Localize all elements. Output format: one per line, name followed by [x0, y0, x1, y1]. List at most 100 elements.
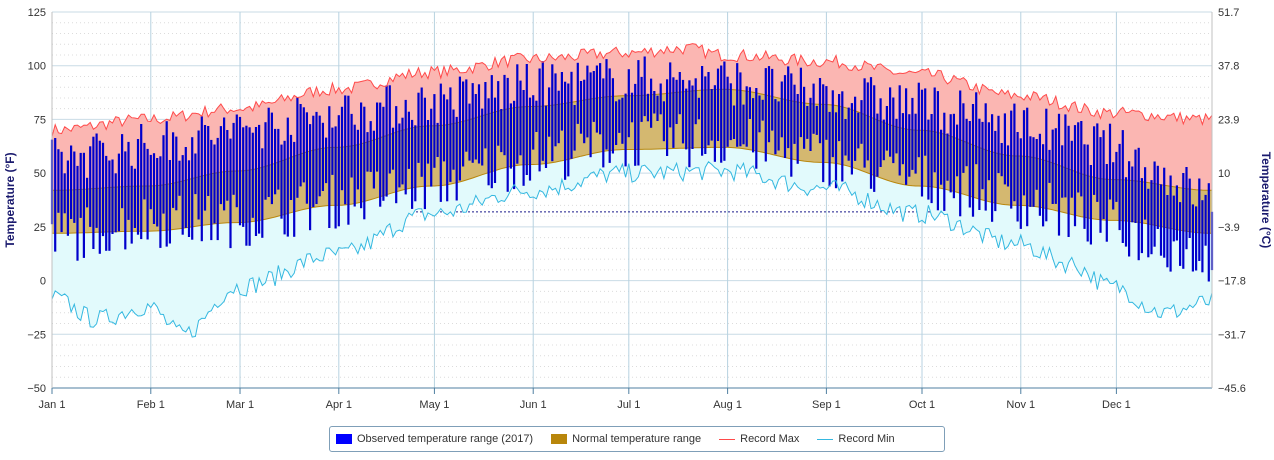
observed-range-bar [426, 120, 430, 164]
observed-range-bar [274, 128, 277, 195]
observed-range-bar [701, 66, 704, 156]
observed-range-bar [229, 138, 232, 249]
observed-range-bar [605, 59, 608, 150]
observed-range-bar [860, 100, 863, 144]
observed-range-bar [608, 68, 611, 163]
observed-range-bar [943, 112, 946, 211]
observed-range-bar [1198, 178, 1201, 261]
observed-range-bar [1089, 165, 1092, 245]
observed-range-bar [1207, 183, 1210, 282]
observed-range-bar [1042, 144, 1045, 227]
observed-range-bar [1035, 139, 1038, 190]
y-axis-right-title: Temperature (°C) [1259, 152, 1273, 249]
observed-range-bar [439, 83, 442, 202]
observed-range-bar [175, 136, 178, 211]
observed-range-bar [449, 87, 452, 182]
x-tick-label: May 1 [419, 399, 449, 411]
observed-range-bar [509, 103, 512, 169]
observed-range-bar [522, 90, 525, 186]
observed-range-bar [745, 86, 748, 147]
observed-range-bar [767, 66, 771, 143]
observed-range-bar [462, 81, 465, 167]
observed-range-bar [551, 64, 554, 162]
observed-range-bar [136, 139, 140, 235]
observed-range-bar [70, 145, 73, 219]
observed-range-bar [554, 73, 557, 147]
observed-range-bar [187, 160, 191, 237]
observed-range-bar [713, 85, 716, 162]
observed-range-bar [981, 121, 984, 190]
x-tick-label: Apr 1 [326, 399, 352, 411]
observed-range-bar [149, 154, 152, 210]
observed-range-bar [930, 114, 933, 204]
observed-range-bar [270, 112, 273, 205]
x-tick-label: Jan 1 [39, 399, 66, 411]
observed-range-bar [73, 151, 76, 223]
observed-bars [50, 56, 1214, 282]
observed-range-bar [987, 122, 990, 181]
legend-item-record-max[interactable]: Record Max [719, 433, 799, 445]
observed-range-bar [634, 83, 637, 166]
observed-range-bar [691, 85, 694, 149]
observed-range-bar [975, 92, 978, 165]
observed-range-bar [599, 63, 602, 135]
observed-range-bar [318, 115, 321, 197]
legend-item-observed[interactable]: Observed temperature range (2017) [336, 433, 533, 445]
observed-range-bar [1073, 125, 1077, 227]
observed-range-bar [242, 127, 245, 227]
observed-range-bar [589, 72, 592, 158]
observed-range-bar [662, 101, 665, 142]
observed-range-bar [646, 93, 649, 122]
observed-range-bar [414, 125, 417, 202]
observed-range-bar [914, 113, 917, 174]
observed-range-bar [1003, 113, 1006, 185]
observed-range-bar [340, 106, 344, 191]
observed-range-bar [223, 117, 226, 211]
observed-range-bar [1140, 178, 1143, 254]
observed-range-bar [238, 116, 242, 226]
observed-range-bar [245, 125, 248, 246]
observed-range-bar [716, 68, 720, 141]
observed-range-bar [799, 67, 802, 138]
observed-range-bar [586, 65, 589, 138]
observed-range-bar [570, 71, 573, 159]
observed-range-bar [818, 78, 822, 144]
observed-range-bar [471, 83, 474, 163]
observed-range-bar [283, 140, 286, 235]
observed-range-bar [685, 88, 688, 150]
observed-range-bar [783, 75, 787, 158]
observed-range-bar [162, 135, 165, 214]
observed-range-bar [1128, 161, 1131, 257]
observed-range-bar [911, 97, 914, 170]
observed-range-bar [803, 86, 806, 149]
observed-range-bar [347, 95, 350, 225]
observed-range-bar [844, 119, 847, 156]
observed-range-bar [101, 142, 105, 237]
observed-range-bar [191, 137, 194, 240]
observed-range-bar [1000, 143, 1003, 177]
observed-range-bar [506, 77, 509, 192]
observed-range-bar [637, 60, 640, 166]
observed-range-bar [885, 106, 888, 151]
record-max-line [51, 43, 1213, 137]
observed-range-bar [892, 97, 895, 164]
observed-range-bar [1188, 178, 1191, 238]
observed-range-bar [984, 103, 987, 211]
observed-range-bar [200, 116, 203, 242]
observed-range-bar [210, 139, 213, 241]
observed-range-bar [857, 112, 860, 149]
observed-range-bar [1204, 194, 1207, 246]
legend-item-record-min[interactable]: Record Min [817, 433, 895, 445]
observed-range-bar [302, 107, 305, 183]
legend-item-normal[interactable]: Normal temperature range [551, 433, 701, 445]
observed-range-bar [1131, 166, 1134, 223]
observed-range-bar [576, 62, 579, 124]
observed-range-bar [1064, 114, 1067, 198]
observed-range-bar [564, 81, 567, 180]
observed-range-bar [611, 78, 614, 154]
observed-range-bar [806, 106, 809, 139]
observed-range-bar [688, 80, 691, 168]
observed-range-bar [854, 96, 857, 161]
observed-range-bar [277, 128, 280, 190]
observed-range-bar [360, 102, 363, 209]
